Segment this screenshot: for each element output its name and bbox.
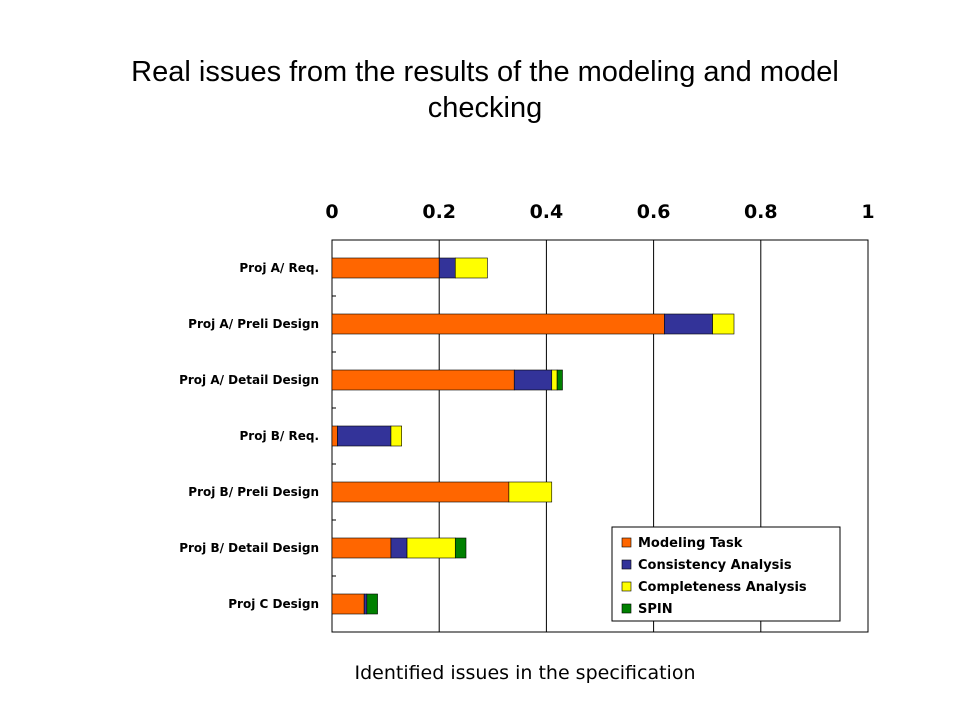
bar-segment [513, 369, 553, 391]
x-tick-label: 0.2 [422, 201, 456, 223]
bar-segment [454, 257, 488, 279]
category-label: Proj A/ Detail Design [179, 373, 319, 387]
x-tick-label: 0.4 [530, 201, 564, 223]
legend-swatch [621, 603, 632, 614]
bar-segment [664, 313, 713, 335]
bar-segment [454, 537, 467, 559]
bar-segment [556, 369, 563, 391]
legend-swatch [621, 537, 632, 548]
x-tick-label: 0 [325, 201, 338, 223]
category-label: Proj B/ Req. [240, 429, 319, 443]
chart-title: Real issues from the results of the mode… [60, 54, 910, 126]
bar-segment [363, 593, 368, 615]
category-label: Proj B/ Preli Design [188, 485, 319, 499]
category-label: Proj B/ Detail Design [179, 541, 319, 555]
category-label: Proj C Design [228, 597, 319, 611]
bar-segment [551, 369, 558, 391]
bar-segment [331, 425, 338, 447]
bar-segment [438, 257, 456, 279]
bar-segment [331, 257, 440, 279]
chart-title-line-1: Real issues from the results of the mode… [131, 56, 839, 88]
legend-label: SPIN [638, 602, 673, 617]
x-tick-label: 0.6 [637, 201, 671, 223]
bar-segment [331, 369, 515, 391]
legend-label: Modeling Task [638, 536, 743, 551]
bar-segment [331, 313, 665, 335]
bar-segment [337, 425, 392, 447]
chart-title-line-2: checking [427, 92, 543, 124]
bar-segment [331, 481, 510, 503]
bar-segment [712, 313, 735, 335]
x-tick-label: 1 [861, 201, 874, 223]
bar-segment [390, 537, 408, 559]
bar-segment [331, 537, 392, 559]
chart-caption: Identified issues in the specification [354, 662, 696, 684]
x-tick-label: 0.8 [744, 201, 778, 223]
category-label: Proj A/ Preli Design [188, 317, 319, 331]
bar-segment [508, 481, 553, 503]
legend-swatch [621, 559, 632, 570]
category-label: Proj A/ Req. [239, 261, 319, 275]
legend-label: Completeness Analysis [638, 580, 807, 595]
bar-segment [390, 425, 402, 447]
bar-segment [366, 593, 378, 615]
legend-swatch [621, 581, 632, 592]
bar-segment [406, 537, 456, 559]
legend-label: Consistency Analysis [638, 558, 792, 573]
bar-segment [331, 593, 365, 615]
legend [611, 526, 841, 622]
